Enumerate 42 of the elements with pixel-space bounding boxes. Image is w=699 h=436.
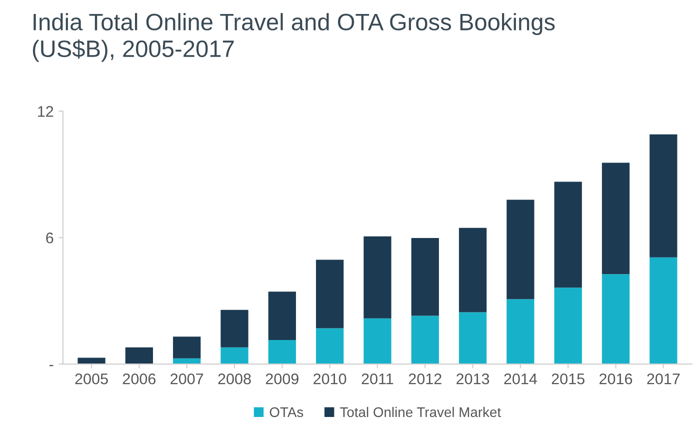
x-tick-label: 2006 xyxy=(122,373,156,384)
x-tick-label: 2013 xyxy=(456,373,490,384)
bar xyxy=(411,316,439,364)
bar xyxy=(268,340,296,364)
bar xyxy=(506,200,534,300)
bar xyxy=(268,292,296,340)
bar xyxy=(220,310,248,348)
chart-title: India Total Online Travel and OTA Gross Bookings (US$B), 2005-2017 xyxy=(32,13,555,62)
bar xyxy=(602,274,630,364)
bar xyxy=(220,347,248,364)
x-tick-label: 2009 xyxy=(266,373,298,384)
x-tick-label: 2012 xyxy=(408,373,442,384)
bar xyxy=(554,288,582,364)
y-tick-label: - xyxy=(49,364,54,366)
legend-label: Total Online Travel Market xyxy=(340,406,501,418)
bar xyxy=(602,162,630,274)
x-tick-label: 2005 xyxy=(75,373,108,384)
y-tick-label: 6 xyxy=(46,232,54,244)
legend-label: OTAs xyxy=(270,407,304,418)
x-tick-label: 2015 xyxy=(552,373,584,384)
bar xyxy=(554,182,582,288)
x-tick-label: 2010 xyxy=(314,373,346,384)
bar xyxy=(78,358,106,364)
x-tick-label: 2016 xyxy=(600,373,632,384)
x-tick-label: 2007 xyxy=(170,373,204,384)
bar xyxy=(411,238,439,316)
x-tick-label: 2014 xyxy=(504,373,537,384)
bar xyxy=(364,318,392,364)
bar xyxy=(364,236,392,318)
y-tick-label: 12 xyxy=(38,106,54,117)
bar xyxy=(316,328,344,364)
x-tick-label: 2011 xyxy=(362,373,394,384)
x-tick-label: 2017 xyxy=(647,373,680,384)
bar xyxy=(650,257,678,364)
bar xyxy=(506,299,534,364)
bar xyxy=(650,134,678,258)
bar xyxy=(125,347,153,364)
bar xyxy=(173,336,201,358)
bar xyxy=(458,312,487,364)
bar xyxy=(458,228,487,312)
x-tick-label: 2008 xyxy=(218,373,251,384)
bar xyxy=(316,260,344,328)
